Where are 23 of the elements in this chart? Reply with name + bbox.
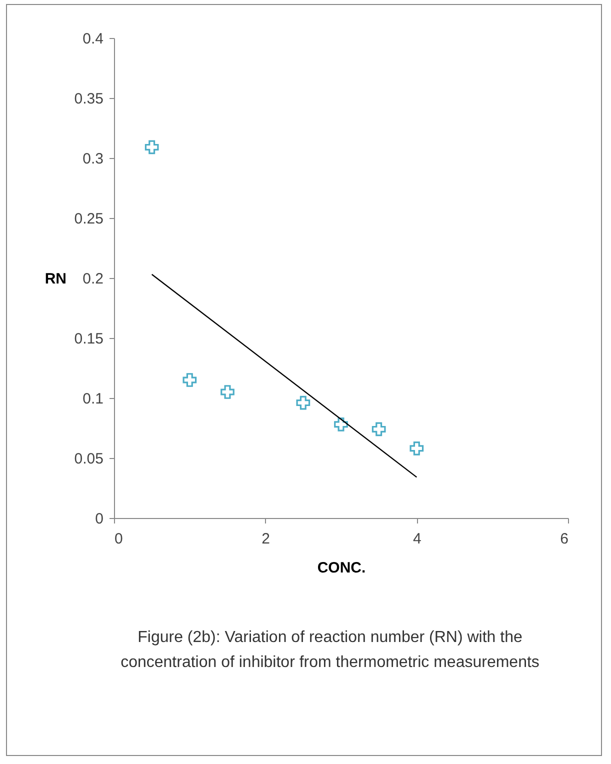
y-tick-label: 0.4 (82, 30, 104, 48)
y-tick-label: 0.25 (74, 210, 104, 228)
point (372, 422, 386, 436)
point (144, 140, 159, 154)
y-tick-label: 0.3 (82, 150, 104, 168)
text: Figure (2b): Variation of reaction number (RN) with the concentration of inhibitor from thermometric measurements (120, 628, 540, 673)
point (296, 396, 310, 410)
point (334, 417, 348, 432)
y-tick-label: 0.15 (74, 330, 104, 348)
point (182, 373, 197, 387)
x-tick-label: 6 (560, 530, 568, 548)
x-axis-title: CONC. (317, 560, 366, 576)
y-tick-label: 0.2 (82, 270, 104, 288)
x-tick-label: 2 (262, 530, 270, 548)
y-tick-label: 0.05 (74, 450, 104, 468)
y-tick-label: 0.1 (82, 390, 104, 408)
y-axis-title: RN (44, 270, 66, 288)
point (410, 441, 424, 456)
point (220, 385, 234, 399)
x-tick-label: 4 (412, 530, 422, 548)
x-tick-label: 0 (114, 530, 123, 548)
y-tick-label: 0 (95, 510, 104, 528)
y-tick-label: 0.35 (74, 90, 104, 108)
